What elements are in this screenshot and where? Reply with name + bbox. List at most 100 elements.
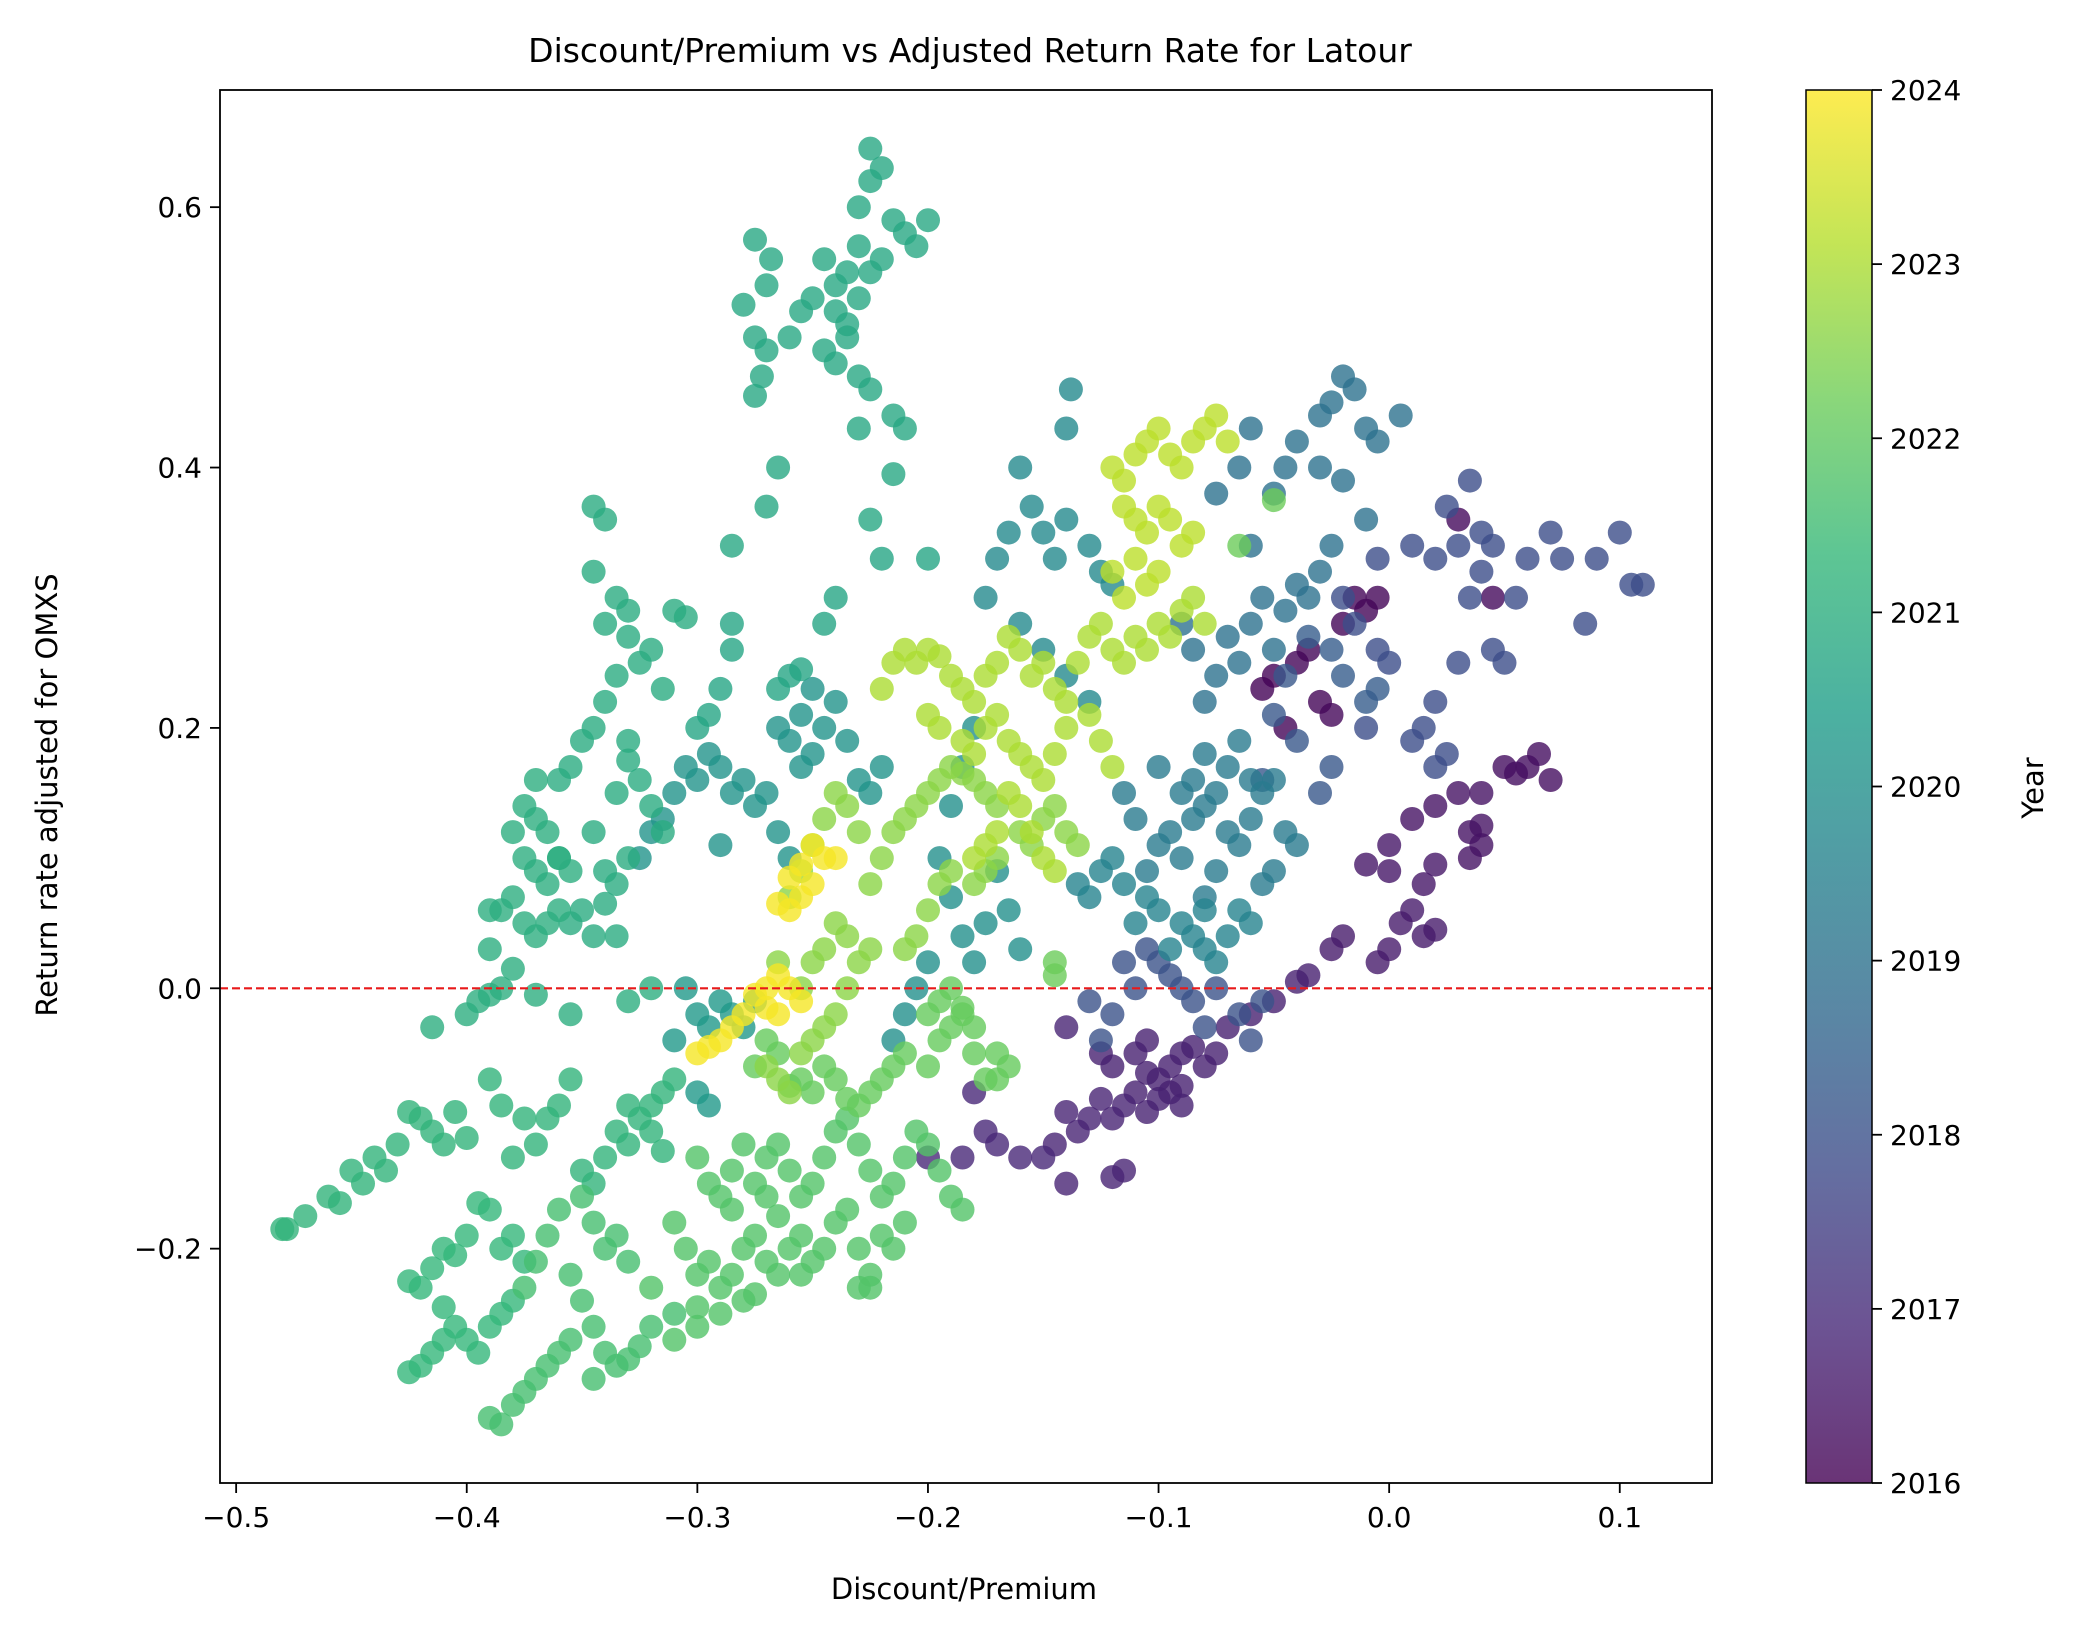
scatter-point [823,351,848,376]
scatter-point [1031,650,1056,675]
scatter-point [1215,755,1240,779]
scatter-point [604,924,629,949]
scatter-point [558,1067,583,1092]
scatter-point [823,689,848,714]
scatter-point [1227,833,1252,858]
scatter-point [1065,833,1090,858]
scatter-point [1054,715,1079,740]
scatter-point [604,663,629,688]
scatter-point [1192,937,1217,962]
scatter-point [627,1334,652,1359]
scatter-point [1365,585,1390,610]
scatter-point [846,234,871,259]
scatter-point [766,1002,791,1027]
scatter-point [1261,488,1286,513]
scatter-point [950,1145,975,1170]
scatter-point [1112,781,1136,805]
y-tick-label: 0.6 [157,191,202,224]
scatter-point [708,1301,733,1326]
scatter-point [777,1158,802,1183]
scatter-point [1077,533,1102,558]
scatter-point [754,338,779,363]
scatter-point [777,325,802,350]
scatter-point [916,546,940,571]
scatter-point [846,286,871,311]
scatter-point [477,1405,502,1430]
scatter-point [1204,781,1229,805]
scatter-point [1169,911,1194,936]
scatter-point [581,1366,606,1391]
scatter-point [558,1002,583,1027]
scatter-point [1538,520,1563,545]
scatter-point [800,833,825,858]
scatter-point [1261,702,1286,727]
scatter-point [719,1158,744,1183]
scatter-point [397,1360,422,1385]
scatter-point [835,728,860,753]
scatter-point [1411,872,1436,897]
scatter-point [270,1217,295,1242]
scatter-point [1434,494,1459,519]
scatter-point [731,1288,756,1313]
scatter-point [1008,794,1033,818]
scatter-point [708,676,733,701]
scatter-point [477,937,502,962]
scatter-point [1573,611,1598,636]
scatter-point [1261,768,1286,792]
scatter-point [1169,1073,1194,1098]
scatter-point [719,533,744,558]
scatter-point [581,1314,606,1339]
scatter-point [1284,833,1309,858]
y-tick-label: 0.4 [157,452,202,485]
scatter-point [535,1106,560,1131]
scatter-point [1354,715,1379,740]
scatter-point [1031,520,1056,545]
scatter-point [916,898,940,923]
scatter-point [454,1223,479,1248]
scatter-point [1273,663,1298,688]
scatter-point [1469,813,1494,838]
scatter-point [973,911,998,936]
scatter-point [1077,702,1102,727]
scatter-point [593,859,618,884]
scatter-point [962,1015,987,1040]
scatter-point [604,781,629,805]
scatter-point [846,1236,871,1261]
scatter-point [1504,585,1528,610]
scatter-point [1423,689,1448,714]
scatter-point [1112,650,1136,675]
scatter-point [431,1236,456,1261]
scatter-point [1296,624,1321,649]
scatter-point [1031,1145,1056,1170]
scatter-point [985,702,1010,727]
scatter-point [1019,820,1044,845]
scatter-point [1400,533,1425,558]
scatter-point [570,1158,594,1183]
colorbar [1805,89,1873,1484]
scatter-point [789,299,814,324]
scatter-point [454,1126,479,1150]
scatter-point [1377,833,1402,858]
scatter-point [616,728,641,753]
scatter-point [812,611,837,636]
scatter-point [1054,507,1079,532]
scatter-point [1192,742,1217,766]
scatter-point [1088,728,1113,753]
scatter-point [1400,728,1425,753]
y-tick-label: 0.2 [157,712,202,745]
scatter-point [1308,559,1332,584]
scatter-point [385,1132,410,1157]
scatter-point [812,1145,837,1170]
scatter-point [754,494,779,519]
scatter-point [996,898,1021,923]
x-tick-label: −0.2 [894,1501,962,1534]
scatter-point [858,136,883,161]
scatter-point [1204,403,1229,428]
scatter-point [881,1236,906,1261]
scatter-point [685,1295,710,1320]
scatter-point [1527,742,1551,766]
scatter-point [1331,585,1355,610]
scatter-point [835,1086,860,1111]
scatter-point [1088,1086,1113,1111]
